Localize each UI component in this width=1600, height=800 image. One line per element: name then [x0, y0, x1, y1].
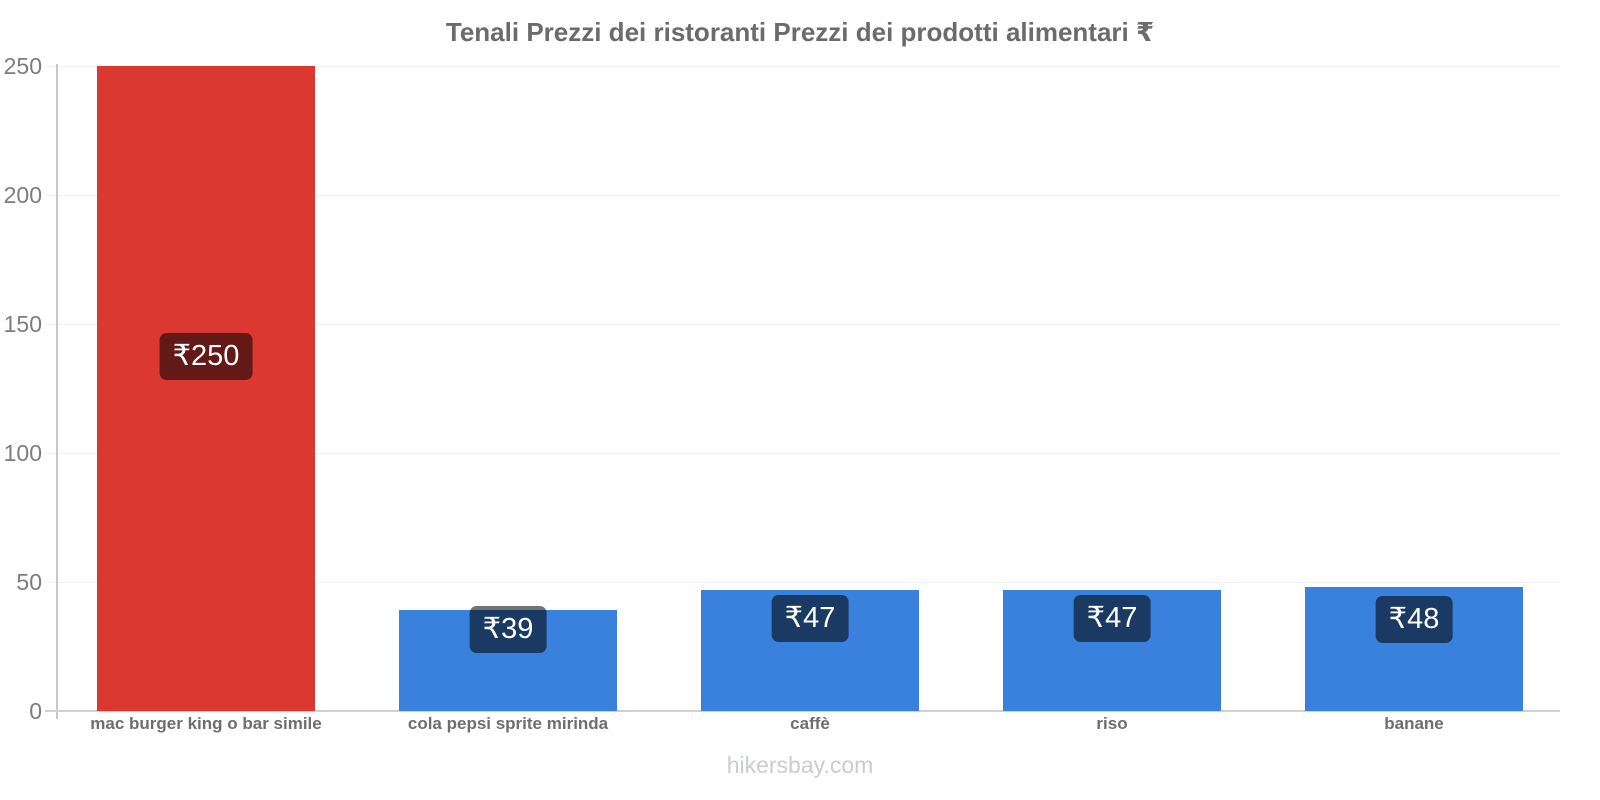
x-axis-line [45, 710, 1560, 712]
x-tick-label: caffè [790, 714, 830, 733]
x-tick-label: riso [1096, 714, 1128, 733]
x-tick-label: mac burger king o bar simile [90, 714, 322, 733]
y-tick-label: 50 [16, 569, 42, 595]
y-tick-label: 250 [3, 53, 42, 79]
y-tick-label: 100 [3, 440, 42, 466]
chart-title: Tenali Prezzi dei ristoranti Prezzi dei … [445, 17, 1155, 47]
bar-value-label: ₹47 [771, 595, 849, 642]
y-tick-label: 0 [29, 698, 42, 724]
x-tick-label: cola pepsi sprite mirinda [407, 714, 609, 733]
gridline [45, 324, 1560, 325]
gridline [45, 582, 1560, 583]
y-tick-label: 200 [3, 182, 42, 208]
gridline [45, 66, 1560, 67]
gridline [45, 453, 1560, 454]
x-tick-label: banane [1384, 714, 1444, 733]
bar-value-label: ₹47 [1073, 595, 1151, 642]
bar-value-label: ₹48 [1375, 596, 1453, 643]
bar-value-label: ₹39 [469, 606, 547, 653]
y-tick-label: 150 [3, 311, 42, 337]
y-axis-line [56, 64, 58, 719]
bar-1[interactable] [97, 66, 315, 711]
gridline [45, 195, 1560, 196]
bar-value-label: ₹250 [159, 333, 253, 380]
watermark-text: hikersbay.com [726, 752, 874, 778]
